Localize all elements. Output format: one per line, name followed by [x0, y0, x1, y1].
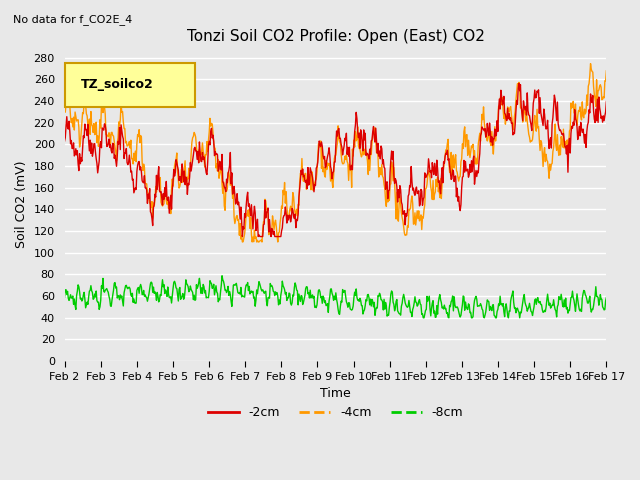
Title: Tonzi Soil CO2 Profile: Open (East) CO2: Tonzi Soil CO2 Profile: Open (East) CO2: [186, 29, 484, 44]
Legend: -2cm, -4cm, -8cm: -2cm, -4cm, -8cm: [202, 401, 468, 424]
Text: No data for f_CO2E_4: No data for f_CO2E_4: [13, 14, 132, 25]
FancyBboxPatch shape: [65, 63, 195, 107]
Y-axis label: Soil CO2 (mV): Soil CO2 (mV): [15, 160, 28, 248]
Text: TZ_soilco2: TZ_soilco2: [81, 78, 154, 91]
X-axis label: Time: Time: [320, 387, 351, 400]
